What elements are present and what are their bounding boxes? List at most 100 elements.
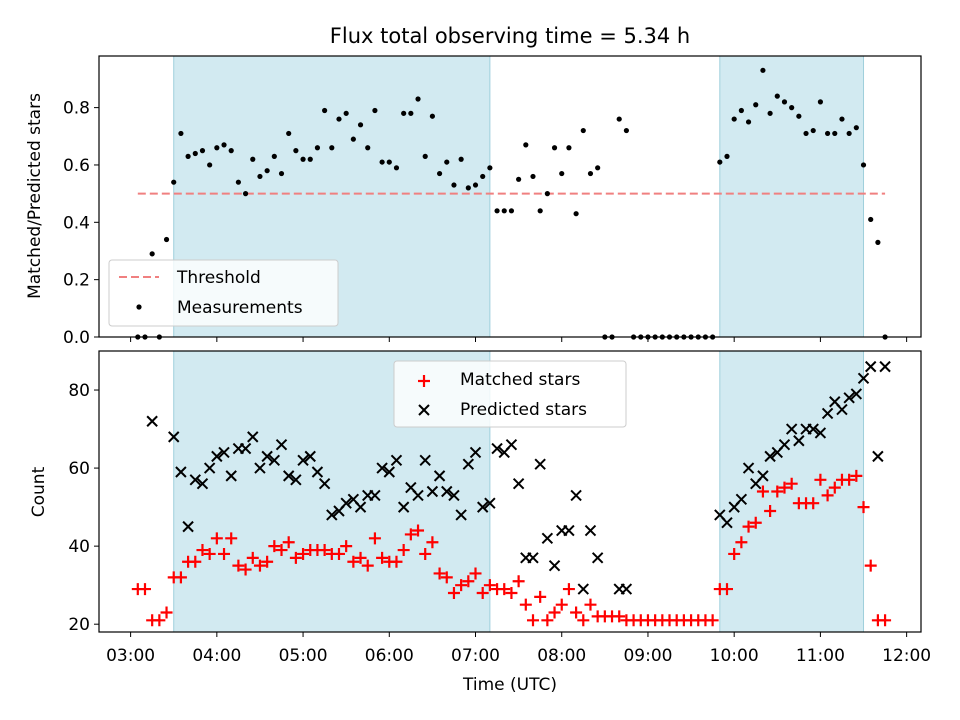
matched-star-point — [469, 567, 482, 580]
predicted-star-point — [376, 462, 388, 474]
count-panel-frame — [98, 350, 922, 633]
predicted-star-point — [563, 524, 575, 537]
measurement-point — [530, 173, 536, 180]
measurement-point — [480, 173, 486, 180]
matched-star-point — [505, 586, 518, 599]
matched-star-point — [433, 567, 446, 580]
predicted-star-point — [491, 442, 503, 455]
matched-star-point — [412, 524, 425, 537]
matched-stars-points — [131, 469, 892, 627]
measurement-point — [171, 179, 177, 185]
predicted-star-point — [203, 462, 216, 474]
measurement-point — [271, 153, 277, 159]
matched-star-point — [268, 540, 281, 553]
matched-star-point — [857, 501, 870, 514]
predicted-star-point — [864, 360, 877, 373]
legend-matched-label: Matched stars — [460, 370, 580, 390]
measurement-point — [760, 67, 766, 73]
matched-star-point — [483, 579, 496, 592]
measurement-point — [817, 99, 824, 105]
predicted-star-point — [182, 520, 194, 533]
matched-star-point — [706, 614, 719, 627]
measurement-point — [494, 208, 500, 214]
shaded-interval — [719, 350, 865, 633]
shaded-interval — [719, 55, 865, 338]
matched-star-point — [225, 532, 238, 545]
predicted-star-point — [807, 423, 819, 435]
matched-star-point — [864, 559, 877, 572]
predicted-star-point — [397, 501, 410, 513]
measurement-point — [465, 185, 471, 191]
measurement-point — [566, 145, 572, 151]
x-tick-label: 06:00 — [365, 646, 414, 666]
measurement-point — [544, 191, 550, 197]
matched-star-point — [261, 555, 274, 568]
matched-star-point — [778, 481, 791, 494]
predicted-star-point — [211, 450, 223, 463]
measurement-point — [415, 96, 421, 102]
predicted-star-point — [318, 477, 331, 490]
predicted-star-point — [297, 454, 309, 466]
ratio-y-axis-ticks: 0.0 0.2 0.4 0.6 0.8 — [63, 99, 99, 348]
matched-star-point — [246, 551, 259, 564]
measurement-point — [868, 216, 874, 223]
predicted-star-point — [527, 552, 539, 564]
x-tick-label: 04:00 — [192, 646, 241, 666]
measurement-point — [429, 113, 435, 119]
predicted-star-point — [850, 388, 863, 400]
predicted-star-point — [261, 450, 273, 463]
matched-star-point — [282, 536, 295, 549]
measurement-point — [228, 148, 234, 154]
matched-star-point — [196, 544, 209, 557]
ratio-panel-frame — [98, 55, 922, 338]
measurement-point — [444, 159, 450, 165]
matched-star-point — [828, 481, 841, 494]
measurement-point — [860, 162, 867, 168]
measurement-point — [745, 119, 752, 125]
matched-star-point — [174, 571, 187, 584]
legend-matched-swatch — [418, 375, 430, 387]
predicted-star-point — [836, 403, 848, 416]
predicted-star-point — [548, 559, 561, 572]
matched-star-point — [138, 583, 151, 596]
predicted-star-point — [757, 470, 769, 482]
measurement-point — [357, 122, 364, 128]
measurement-point — [185, 153, 191, 159]
matched-star-point — [462, 575, 475, 588]
matched-star-point — [613, 610, 626, 623]
matched-star-point — [440, 571, 453, 584]
predicted-star-point — [196, 477, 209, 490]
measurement-point — [436, 170, 443, 177]
matched-star-point — [232, 559, 245, 572]
ratio-x-axis-ticks — [130, 337, 908, 342]
measurement-point — [149, 251, 155, 257]
measurement-point — [587, 170, 594, 177]
matched-star-point — [404, 528, 417, 541]
matched-star-point — [361, 559, 374, 572]
predicted-star-point — [505, 438, 518, 451]
measurement-point — [789, 105, 795, 111]
predicted-star-point — [326, 509, 338, 521]
x-tick-label: 10:00 — [710, 646, 759, 666]
y-tick-label: 0.8 — [63, 99, 90, 119]
measurement-point — [192, 150, 198, 157]
measurement-point — [242, 191, 249, 197]
measurement-point — [832, 130, 838, 137]
predicted-star-point — [584, 524, 597, 537]
ratio-y-axis-label: Matched/Predicted stars — [25, 93, 45, 299]
x-axis-label: Time (UTC) — [462, 675, 557, 695]
chart-title: Flux total observing time = 5.34 h — [330, 24, 690, 48]
matched-star-point — [526, 614, 539, 627]
matched-star-point — [203, 547, 216, 560]
matched-star-point — [210, 532, 223, 545]
predicted-star-point — [570, 489, 582, 502]
measurement-point — [322, 107, 328, 114]
matched-star-point — [332, 547, 345, 560]
y-tick-label: 20 — [68, 615, 90, 635]
measurement-point — [235, 179, 241, 185]
matched-star-point — [390, 555, 403, 568]
matched-star-point — [879, 614, 892, 627]
matched-star-point — [368, 532, 381, 545]
measurement-point — [257, 173, 263, 180]
matched-star-point — [764, 505, 777, 518]
